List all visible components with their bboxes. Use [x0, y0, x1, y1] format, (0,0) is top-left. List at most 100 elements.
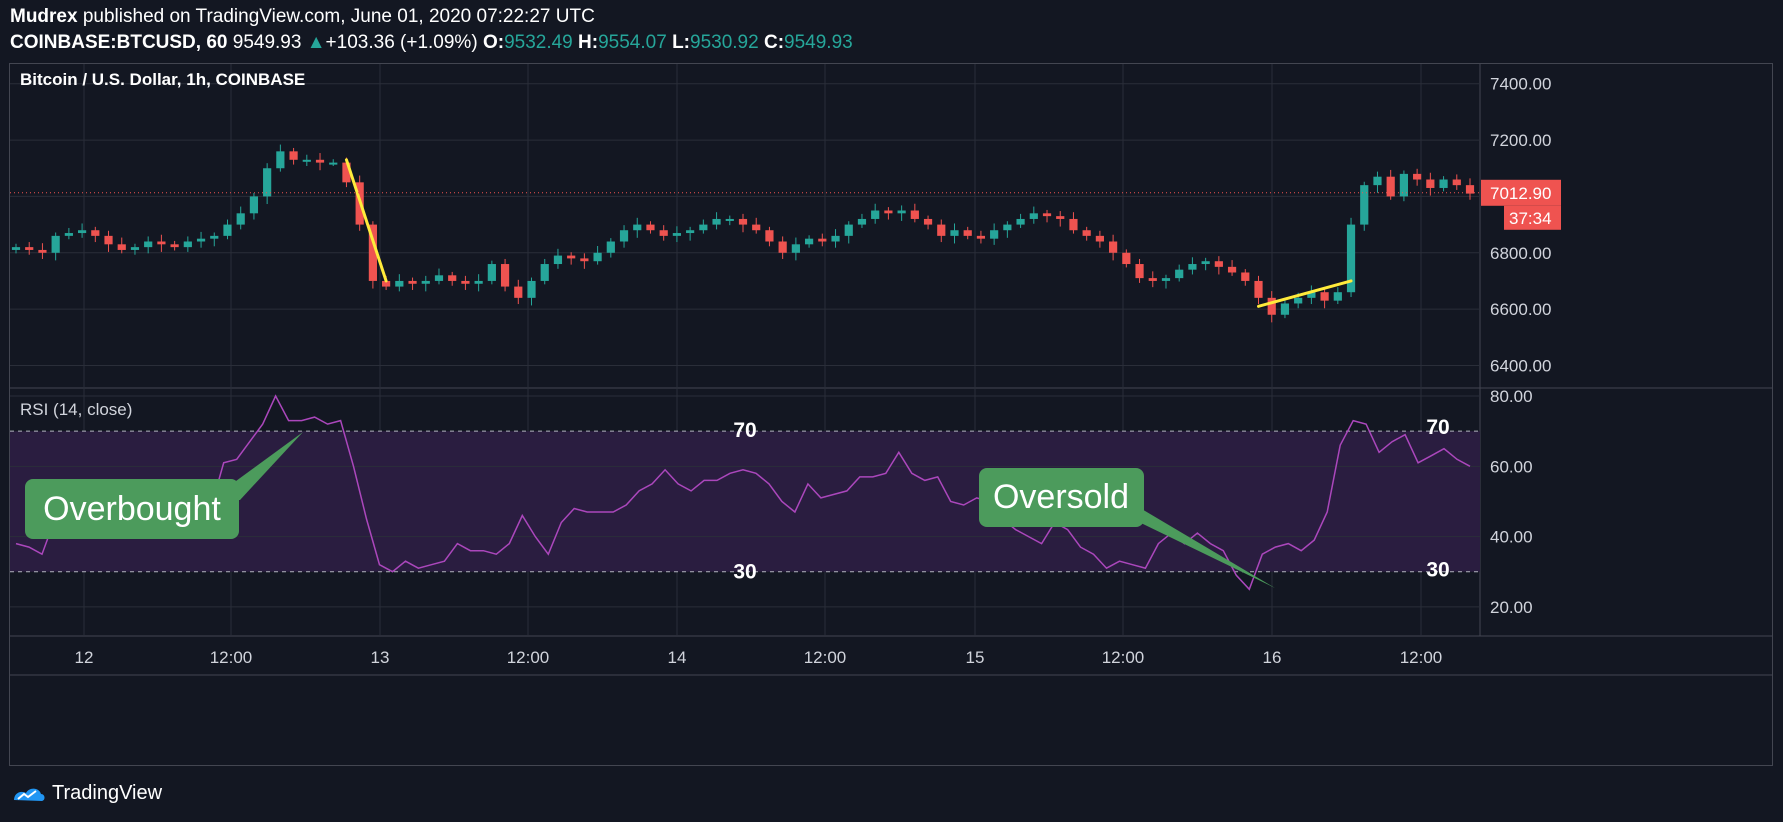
- countdown-label: 37:34: [1509, 209, 1552, 228]
- candle-body: [1346, 224, 1356, 293]
- candle-body: [223, 224, 232, 236]
- oversold-label: Oversold: [993, 478, 1129, 516]
- x-tick-label: 12:00: [1400, 648, 1443, 667]
- low-value: 9530.92: [690, 32, 759, 53]
- candle-body: [712, 218, 721, 225]
- footer-brand[interactable]: TradingView: [52, 782, 163, 804]
- candle-body: [514, 286, 523, 298]
- candle-body: [1439, 179, 1448, 188]
- candle-body: [844, 224, 853, 236]
- candle-body: [527, 280, 536, 298]
- candle-body: [1254, 280, 1263, 298]
- candle-body: [1122, 252, 1131, 265]
- candle-body: [157, 241, 166, 245]
- candle-body: [699, 224, 708, 231]
- candle-body: [963, 230, 972, 236]
- candle-body: [1201, 261, 1210, 265]
- candle-body: [117, 244, 126, 250]
- candle-body: [25, 247, 34, 250]
- candle-body: [950, 230, 959, 236]
- rsi-band: [10, 431, 1480, 572]
- chart-title: Bitcoin / U.S. Dollar, 1h, COINBASE: [20, 70, 305, 89]
- candle-body: [567, 255, 576, 259]
- candle-body: [725, 218, 734, 221]
- x-tick-label: 16: [1263, 648, 1282, 667]
- chart-frame: [9, 63, 1773, 766]
- candle-body: [752, 224, 761, 231]
- candle-body: [1465, 185, 1475, 194]
- publish-text: published on TradingView.com, June 01, 2…: [82, 6, 595, 27]
- candle-body: [196, 238, 206, 242]
- high-label: H:: [578, 32, 599, 53]
- candle-body: [500, 264, 510, 287]
- candle-body: [976, 235, 986, 239]
- candle-body: [990, 230, 999, 239]
- candle-body: [130, 247, 140, 250]
- candle-body: [38, 249, 47, 253]
- price-tick-label: 6600.00: [1490, 300, 1551, 319]
- candle-body: [1307, 292, 1316, 298]
- candle-body: [765, 230, 774, 242]
- candle-body: [1294, 297, 1303, 304]
- price-tick-label: 6800.00: [1490, 244, 1551, 263]
- candle-body: [368, 224, 377, 281]
- rsi-title: RSI (14, close): [20, 400, 132, 419]
- candle-body: [1161, 278, 1171, 281]
- candle-body: [249, 196, 259, 214]
- candle-body: [408, 280, 417, 284]
- candle-body: [1003, 224, 1012, 231]
- candle-body: [884, 210, 893, 214]
- candle-body: [421, 280, 430, 284]
- x-tick-label: 12:00: [1102, 648, 1145, 667]
- candle-body: [1413, 173, 1422, 180]
- rsi-tick-label: 80.00: [1490, 387, 1533, 406]
- candle-body: [144, 241, 153, 248]
- candle-body: [672, 233, 682, 236]
- candle-body: [818, 238, 827, 242]
- x-tick-label: 12:00: [507, 648, 550, 667]
- candle-body: [1042, 213, 1052, 217]
- candle-body: [646, 224, 655, 231]
- candle-body: [1267, 297, 1276, 315]
- candle-body: [474, 280, 483, 284]
- candle-body: [1426, 179, 1435, 188]
- candle-body: [1082, 230, 1091, 236]
- candle-body: [619, 230, 629, 242]
- publish-info: Mudrex published on TradingView.com, Jun…: [10, 6, 595, 28]
- candle-body: [857, 218, 867, 225]
- candle-body: [1069, 218, 1078, 231]
- candle-body: [1241, 272, 1250, 281]
- close-label: C:: [763, 32, 785, 53]
- price-tick-label: 6400.00: [1490, 356, 1551, 375]
- candle-body: [593, 252, 602, 262]
- close-value: 9549.93: [784, 32, 853, 53]
- candle-body: [633, 224, 642, 231]
- candle-body: [738, 218, 748, 225]
- candle-body: [51, 235, 60, 253]
- candle-body: [302, 159, 311, 162]
- last-price-label: 7012.90: [1490, 184, 1551, 203]
- candle-body: [791, 244, 800, 253]
- rsi-tick-label: 40.00: [1490, 528, 1533, 547]
- candle-body: [1373, 176, 1382, 186]
- symbol-label[interactable]: COINBASE:BTCUSD, 60: [10, 32, 228, 53]
- candle-body: [804, 238, 814, 245]
- candle-body: [263, 168, 272, 197]
- x-tick-label: 12: [75, 648, 94, 667]
- tradingview-logo-icon: [14, 788, 45, 801]
- x-tick-label: 15: [966, 648, 985, 667]
- author-name[interactable]: Mudrex: [10, 6, 78, 27]
- candle-body: [342, 162, 351, 183]
- candle-body: [1135, 264, 1144, 279]
- candle-body: [897, 210, 906, 214]
- candle-body: [170, 244, 179, 248]
- candle-body: [1109, 241, 1118, 253]
- symbol-ohlc-bar: COINBASE:BTCUSD, 60 9549.93 ▲+103.36 (+1…: [10, 32, 853, 54]
- overbought-label: Overbought: [43, 490, 221, 528]
- candle-body: [606, 241, 615, 253]
- candle-body: [329, 162, 338, 165]
- candle-body: [461, 280, 470, 284]
- candle-body: [1095, 235, 1104, 242]
- open-value: 9532.49: [504, 32, 573, 53]
